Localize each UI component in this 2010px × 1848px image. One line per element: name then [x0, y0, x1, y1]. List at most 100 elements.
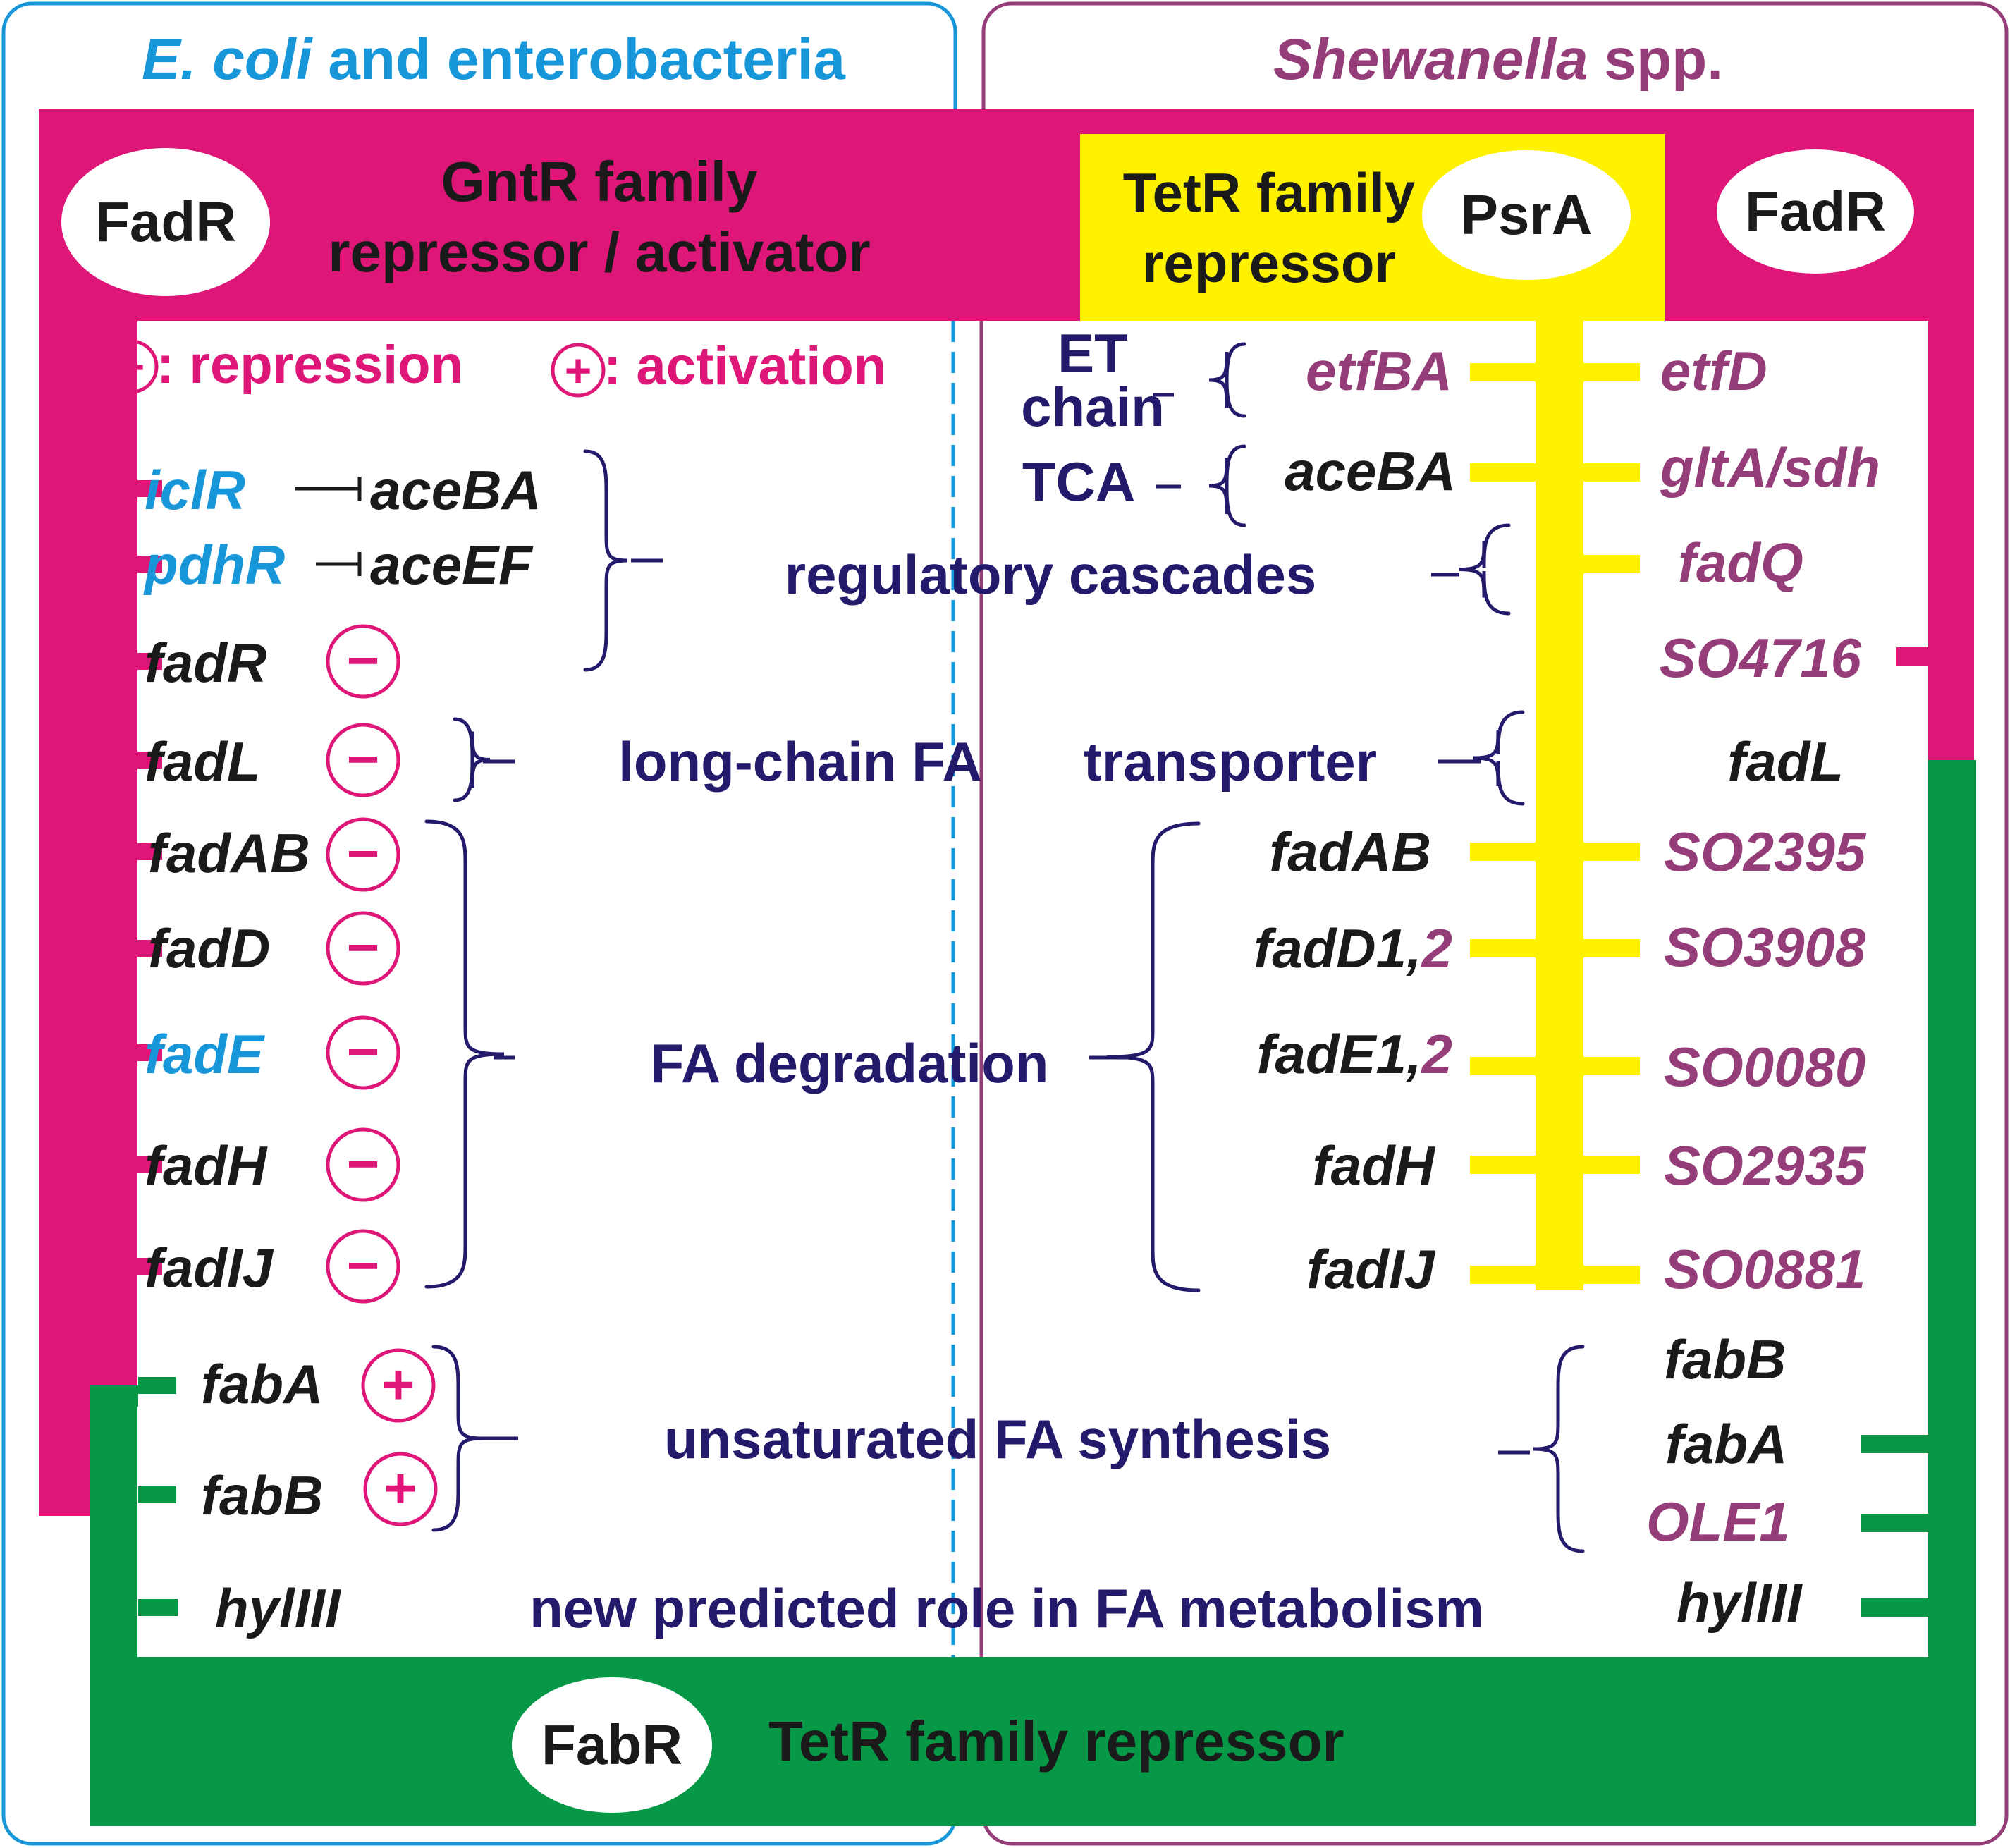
- gene-ecoli-fadH: fadH: [145, 1134, 268, 1197]
- effect-circle-fadD: [326, 911, 400, 986]
- fadr-tick-fadD: [137, 940, 162, 957]
- psra-tick-right-6: [1583, 1156, 1640, 1174]
- psra-tick-left-6: [1470, 1266, 1537, 1284]
- category-et-line2: chain: [1021, 376, 1165, 438]
- gene-ecoli-fadR: fadR: [145, 632, 266, 694]
- gene-shew-SO0080: SO0080: [1664, 1036, 1865, 1098]
- gene-shew-OLE1: OLE1: [1646, 1491, 1790, 1553]
- gene-shew-SO0881: SO0881: [1664, 1238, 1865, 1300]
- category-transport-b: transporter: [1084, 730, 1377, 793]
- gene-ecoli-fabB: fabB: [201, 1464, 323, 1526]
- psra-target-ticks: [1470, 363, 1929, 1617]
- effect-fabA: +: [361, 1348, 436, 1423]
- fabr-frame-right: [1928, 760, 1976, 1677]
- ecoli-title-rest: and enterobacteria: [312, 27, 847, 92]
- psra-tick-right-5: [1583, 1057, 1640, 1075]
- gene-shew-fabA: fabA: [1665, 1413, 1787, 1475]
- pdhR-repression-arrow: [316, 552, 362, 576]
- shewanella-title-rest: spp.: [1588, 27, 1723, 92]
- psra-tick-right-1: [1583, 463, 1640, 482]
- psra-tick-left-5: [1470, 1156, 1537, 1174]
- ecoli-gene-list: iclR aceBA pdhR aceEF fadR fadL fadAB fa…: [143, 459, 541, 1639]
- gene-ecoli-hylIII: hylIII: [215, 1577, 341, 1639]
- gene-ecoli-fadAB: fadAB: [148, 822, 310, 884]
- fabr-frame-left: [90, 1407, 138, 1689]
- fadr-tick-fadIJ: [137, 1258, 162, 1275]
- effect-symbol-fadH: −: [347, 1132, 380, 1195]
- effect-symbol-fadIJ: −: [347, 1234, 380, 1297]
- gntr-desc-line1: GntR family: [441, 150, 758, 213]
- psra-tick-right-4: [1583, 939, 1640, 957]
- fabr-oval: [512, 1677, 712, 1813]
- fabr-frame-bottom: [90, 1657, 1976, 1826]
- effect-fadH: −: [326, 1127, 400, 1202]
- psra-tick-right-3: [1583, 843, 1640, 861]
- inner-area-right: [1082, 321, 1928, 1657]
- psra-trunk: [1536, 321, 1583, 1290]
- fadr-frame-left: [39, 321, 137, 1516]
- effect-fadL: −: [326, 723, 400, 797]
- gene-ecoli-fadL: fadL: [145, 730, 261, 793]
- legend-activation: : activation: [603, 336, 886, 396]
- gene-ecoli-fadIJ: fadIJ: [145, 1237, 274, 1299]
- effect-symbol-fadL: −: [347, 728, 380, 790]
- effect-fadR: −: [326, 624, 400, 699]
- fabr-tick-fabB: [138, 1486, 176, 1503]
- psra-tick-right-7: [1583, 1266, 1640, 1284]
- effect-fadIJ: −: [326, 1229, 400, 1304]
- fadr-frame-body: [39, 109, 1974, 321]
- effect-circle-fabB: [363, 1452, 438, 1526]
- gene-shew-hylIII: hylIII: [1677, 1572, 1803, 1634]
- shewanella-title-italic: Shewanella: [1273, 27, 1588, 92]
- fabr-tick-hylIII: [138, 1599, 178, 1616]
- gene-ecoli-fadD: fadD: [148, 917, 270, 979]
- effect-symbol-fabB: +: [384, 1457, 417, 1519]
- gene-psra-fadD12-second: 2: [1421, 917, 1452, 979]
- shewanella-panel-title: Shewanella spp.: [1273, 27, 1723, 92]
- gene-psra-fadD12: fadD1,2: [1254, 917, 1452, 979]
- legend-plus-circle: [551, 343, 606, 398]
- fabr-label: FabR: [541, 1713, 682, 1776]
- gene-shew-SO2395: SO2395: [1664, 821, 1867, 883]
- fadr-left-label: FadR: [95, 190, 236, 253]
- gene-ecoli-fabA: fabA: [201, 1353, 323, 1415]
- psra-tick-right-0: [1583, 363, 1640, 381]
- ecoli-panel-title: E. coli and enterobacteria: [142, 27, 846, 92]
- ecoli-title-italic: E. coli: [142, 27, 314, 92]
- effect-fadE: −: [326, 1015, 400, 1090]
- fadr-tick-fadE: [137, 1044, 162, 1061]
- gene-psra-aceBA: aceBA: [1285, 440, 1456, 502]
- psra-label: PsrA: [1461, 183, 1593, 246]
- effect-symbol-fadD: −: [347, 916, 380, 979]
- fadr-right-label: FadR: [1745, 180, 1886, 243]
- fadr-tick-SO4716: [1896, 647, 1929, 666]
- effect-symbol-fadR: −: [347, 629, 380, 692]
- fabr-desc: TetR family repressor: [768, 1710, 1344, 1773]
- psra-oval: [1422, 150, 1631, 280]
- effect-symbol-fabA: +: [382, 1353, 415, 1416]
- effect-circle-fadAB: [326, 817, 400, 892]
- effect-fadD: −: [326, 911, 400, 986]
- ecoli-target-ticks: [137, 480, 178, 1616]
- fadr-left-connector: [90, 1385, 138, 1407]
- fabr-right-tick-OLE1: [1861, 1514, 1929, 1532]
- gene-shew-gltA-sdh: gltA/sdh: [1660, 436, 1880, 498]
- gene-shew-SO2935: SO2935: [1664, 1134, 1867, 1197]
- legend-minus-circle: [104, 339, 159, 394]
- psra-tick-left-3: [1470, 939, 1537, 957]
- effect-circle-fadE: [326, 1015, 400, 1090]
- effect-circle-fadR: [326, 624, 400, 699]
- tetr-desc-line2: repressor: [1142, 232, 1396, 294]
- category-et-line1: ET: [1058, 322, 1128, 384]
- fabr-tick-fabA: [138, 1377, 176, 1394]
- effect-fabB: +: [363, 1452, 438, 1526]
- tetr-desc-line1: TetR family: [1123, 161, 1416, 224]
- fabr-right-tick-hylIII: [1861, 1598, 1929, 1617]
- gene-ecoli-aceBA: aceBA: [370, 459, 541, 521]
- brace-regulatory-left: [583, 449, 628, 672]
- fadr-tick-pdhR: [137, 556, 162, 573]
- gene-psra-fadD12-main: fadD1,: [1254, 917, 1421, 979]
- psra-tick-right-2: [1583, 555, 1640, 573]
- legend-repression: : repression: [157, 335, 463, 395]
- effect-circle-fadL: [326, 723, 400, 797]
